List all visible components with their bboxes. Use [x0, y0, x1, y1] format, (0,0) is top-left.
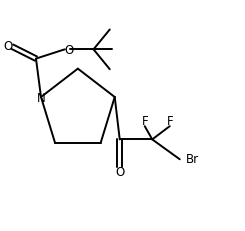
Text: O: O: [3, 40, 12, 53]
Text: F: F: [167, 115, 174, 128]
Text: O: O: [115, 166, 124, 179]
Text: O: O: [65, 44, 74, 57]
Text: F: F: [141, 115, 148, 128]
Text: N: N: [37, 91, 45, 104]
Text: Br: Br: [186, 152, 199, 165]
